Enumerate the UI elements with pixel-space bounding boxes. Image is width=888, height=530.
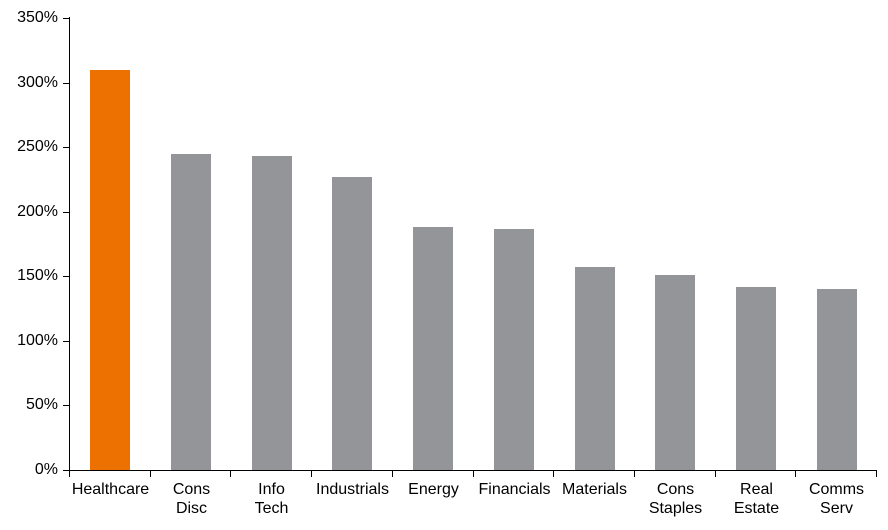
y-axis-tick: [63, 470, 69, 471]
x-axis-category-label: Comms Serv: [808, 481, 865, 517]
y-axis-tick: [63, 83, 69, 84]
x-axis-category-label: Cons Staples: [648, 481, 703, 517]
y-axis-tick: [63, 341, 69, 342]
bar-materials: [575, 267, 615, 470]
y-axis-tick: [63, 276, 69, 277]
y-axis-tick: [63, 212, 69, 213]
y-axis-tick-label: 0%: [34, 461, 58, 478]
x-axis-tick: [311, 471, 312, 477]
x-axis-tick: [553, 471, 554, 477]
x-axis-category-label: Energy: [408, 481, 459, 498]
bar-industrials: [332, 177, 372, 470]
y-axis-tick: [63, 147, 69, 148]
y-axis-tick: [63, 405, 69, 406]
x-axis-tick: [69, 471, 70, 477]
bar-comms-serv: [817, 289, 857, 470]
bar-info-tech: [252, 156, 292, 470]
x-axis-category-label: Financials: [478, 481, 551, 498]
y-axis-tick-label: 50%: [25, 396, 58, 413]
y-axis-line: [69, 17, 70, 471]
bar-energy: [413, 227, 453, 470]
x-axis-tick: [473, 471, 474, 477]
y-axis-tick-label: 200%: [17, 203, 58, 220]
x-axis-category-label: Real Estate: [733, 481, 780, 517]
x-axis-category-label: Industrials: [316, 481, 389, 498]
x-axis-tick: [150, 471, 151, 477]
x-axis-tick: [230, 471, 231, 477]
x-axis-tick: [392, 471, 393, 477]
y-axis-tick-label: 150%: [17, 267, 58, 284]
x-axis-category-label: Materials: [562, 481, 627, 498]
x-axis-category-label: Cons Disc: [172, 481, 211, 517]
x-axis-tick: [876, 471, 877, 477]
x-axis-tick: [634, 471, 635, 477]
y-axis-tick-label: 300%: [17, 74, 58, 91]
y-axis-tick: [63, 18, 69, 19]
y-axis-tick-label: 100%: [17, 332, 58, 349]
y-axis-tick-label: 350%: [17, 9, 58, 26]
y-axis-tick-label: 250%: [17, 138, 58, 155]
x-axis-tick: [715, 471, 716, 477]
bar-cons-disc: [171, 154, 211, 470]
x-axis-category-label: Healthcare: [71, 481, 150, 498]
bar-financials: [494, 229, 534, 470]
bar-healthcare: [90, 70, 130, 470]
x-axis-line: [69, 470, 877, 471]
x-axis-category-label: Info Tech: [254, 481, 289, 517]
bar-cons-staples: [655, 275, 695, 470]
bar-real-estate: [736, 287, 776, 470]
x-axis-tick: [795, 471, 796, 477]
